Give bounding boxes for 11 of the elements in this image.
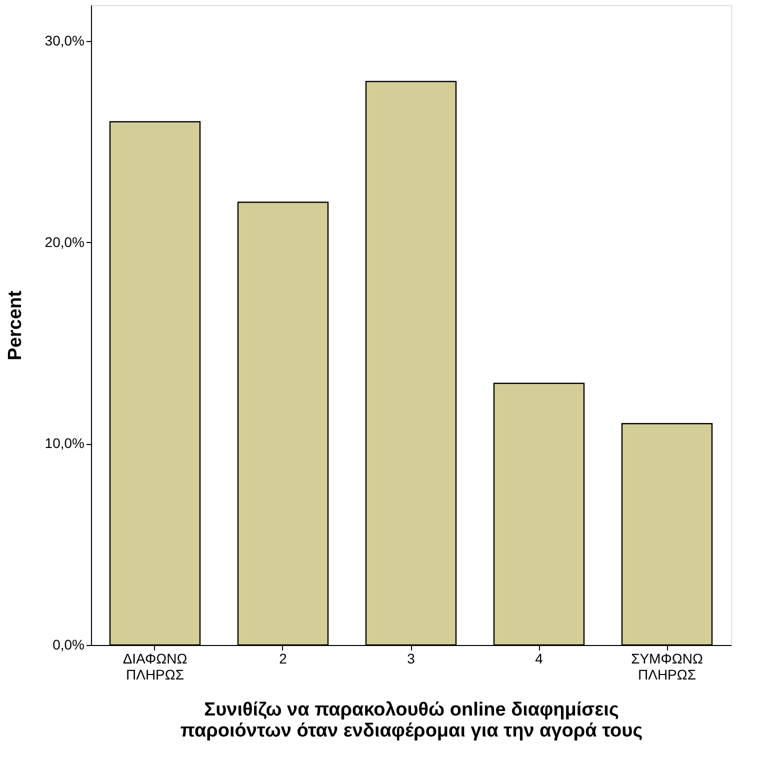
- x-tick-label: ΣΥΜΦΩΝΩ ΠΛΗΡΩΣ: [631, 650, 703, 682]
- x-tick-label: 4: [535, 650, 544, 666]
- y-tick-label: 10,0%: [44, 435, 84, 452]
- x-tick-label: ΔΙΑΦΩΝΩ ΠΛΗΡΩΣ: [122, 650, 188, 682]
- y-axis-title: Percent: [4, 290, 26, 360]
- y-tick-label: 0,0%: [52, 636, 84, 652]
- x-axis-title: Συνιθίζω να παρακολουθώ online διαφημίσεις παροιόντων όταν ενδιαφέρομαι για την αγορά τους: [180, 700, 643, 742]
- y-tick-label: 30,0%: [44, 32, 84, 49]
- y-tick-label: 20,0%: [44, 234, 84, 250]
- x-tick-label: 3: [407, 650, 416, 666]
- x-tick-label: 2: [279, 650, 288, 666]
